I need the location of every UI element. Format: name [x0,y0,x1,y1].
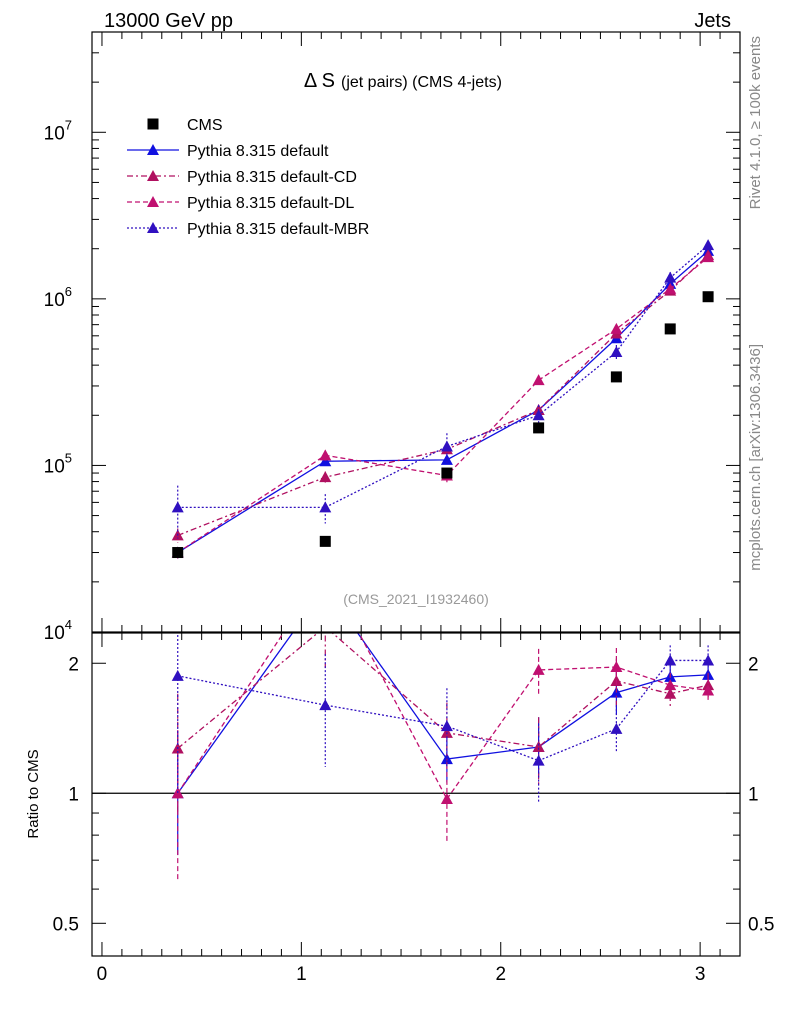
legend-marker [147,170,159,181]
rivet-label: Rivet 4.1.0, ≥ 100k events [747,36,764,209]
series-marker [610,322,623,334]
cms-data-point [664,323,676,335]
legend-item-cms: CMS [147,117,223,134]
ratio-marker [319,581,331,592]
chart-title-sub: (jet pairs) (CMS 4-jets) [341,74,502,91]
header-left: 13000 GeV pp [104,10,233,32]
series-marker [610,345,623,357]
chart-title: Δ S (jet pairs) (CMS 4-jets) [304,70,502,92]
ratio-marker [664,679,677,691]
chart-title-main: Δ S [304,70,335,92]
ratio-marker [610,722,623,734]
legend-label: Pythia 8.315 default-DL [187,195,354,212]
legend-label: Pythia 8.315 default [187,143,329,160]
legend-item-1: Pythia 8.315 default-CD [127,169,357,186]
legend-marker [147,118,159,130]
cms-data-point [610,371,622,383]
main-series [171,239,715,559]
series-marker [171,501,184,513]
header-right: Jets [694,10,731,32]
x-tick-label: 1 [296,964,307,985]
x-tick-label: 2 [495,964,506,985]
series-marker [319,471,332,483]
ratio-y-tick-label: 0.5 [53,914,79,935]
series-marker [702,251,715,263]
watermark: (CMS_2021_I1932460) [343,591,489,607]
cms-data-point [702,291,714,303]
series-marker [440,453,453,465]
cms-data-points [172,291,714,559]
ratio-marker [440,753,453,765]
ratio-marker [440,792,453,804]
cms-data-point [319,535,331,547]
cms-data-point [172,547,184,559]
legend-label: CMS [187,117,223,134]
main-y-ticks: 104 105 106 107 [44,31,740,644]
ratio-marker [319,563,331,574]
series-line-1 [177,254,709,537]
ratio-frame [91,632,741,957]
series-marker [319,455,332,467]
legend: CMS Pythia 8.315 default Pythia 8.315 defa… [127,117,369,238]
ratio-y-tick-label: 2 [68,654,79,675]
legend-label: Pythia 8.315 default-CD [187,169,357,186]
ratio-marker [532,740,545,752]
legend-marker [147,196,159,207]
x-tick-label: 3 [695,964,706,985]
main-x-ticks [101,32,741,632]
series-marker [532,409,545,421]
main-y-tick-label: 106 [44,284,72,311]
ratio-y-ticks: 0.5 0.5 1 1 2 2 [53,654,775,935]
x-tick-label: 0 [97,964,108,985]
ratio-marker [702,684,715,696]
ratio-y-label: Ratio to CMS [25,749,42,838]
ratio-marker [664,654,677,666]
ratio-y-tick-label: 0.5 [748,914,774,935]
ratio-x-ticks: 0 1 2 3 [97,633,741,985]
series-marker [319,449,332,461]
series-marker [664,271,677,283]
legend-item-3: Pythia 8.315 default-MBR [127,221,369,238]
series-line-2 [177,256,709,554]
mcplots-label: mcplots.cern.ch [arXiv:1306.3436] [747,344,764,571]
ratio-y-tick-label: 2 [748,654,759,675]
ratio-marker [319,699,332,711]
main-panel: 104 105 106 107 Δ S (jet pairs) (CMS 4-jets… [44,31,741,644]
ratio-marker [171,669,184,681]
ratio-marker [440,720,453,732]
ratio-marker [702,654,715,666]
ratio-y-tick-label: 1 [748,784,759,805]
main-y-tick-label: 107 [44,117,72,144]
main-frame [91,31,741,633]
ratio-panel: 0.5 0.5 1 1 2 2 0 1 2 3 Ratio to CMS [25,563,775,985]
main-y-tick-label: 104 [44,617,72,644]
legend-marker [147,144,159,155]
ratio-series [171,563,715,880]
series-marker [440,440,453,452]
series-line-0 [177,250,709,554]
series-marker [664,282,677,294]
ratio-line-3 [177,659,709,762]
cms-data-point [441,467,453,479]
legend-item-2: Pythia 8.315 default-DL [127,195,354,212]
series-marker [532,374,545,386]
cms-data-point [533,422,545,434]
ratio-marker [532,663,545,675]
ratio-y-tick-label: 1 [68,784,79,805]
legend-label: Pythia 8.315 default-MBR [187,221,369,238]
legend-item-0: Pythia 8.315 default [127,143,329,160]
ratio-marker [532,754,545,766]
series-marker [702,239,715,251]
ratio-marker [610,661,623,673]
legend-marker [147,222,159,233]
main-y-tick-label: 105 [44,450,72,477]
series-marker [319,501,332,513]
